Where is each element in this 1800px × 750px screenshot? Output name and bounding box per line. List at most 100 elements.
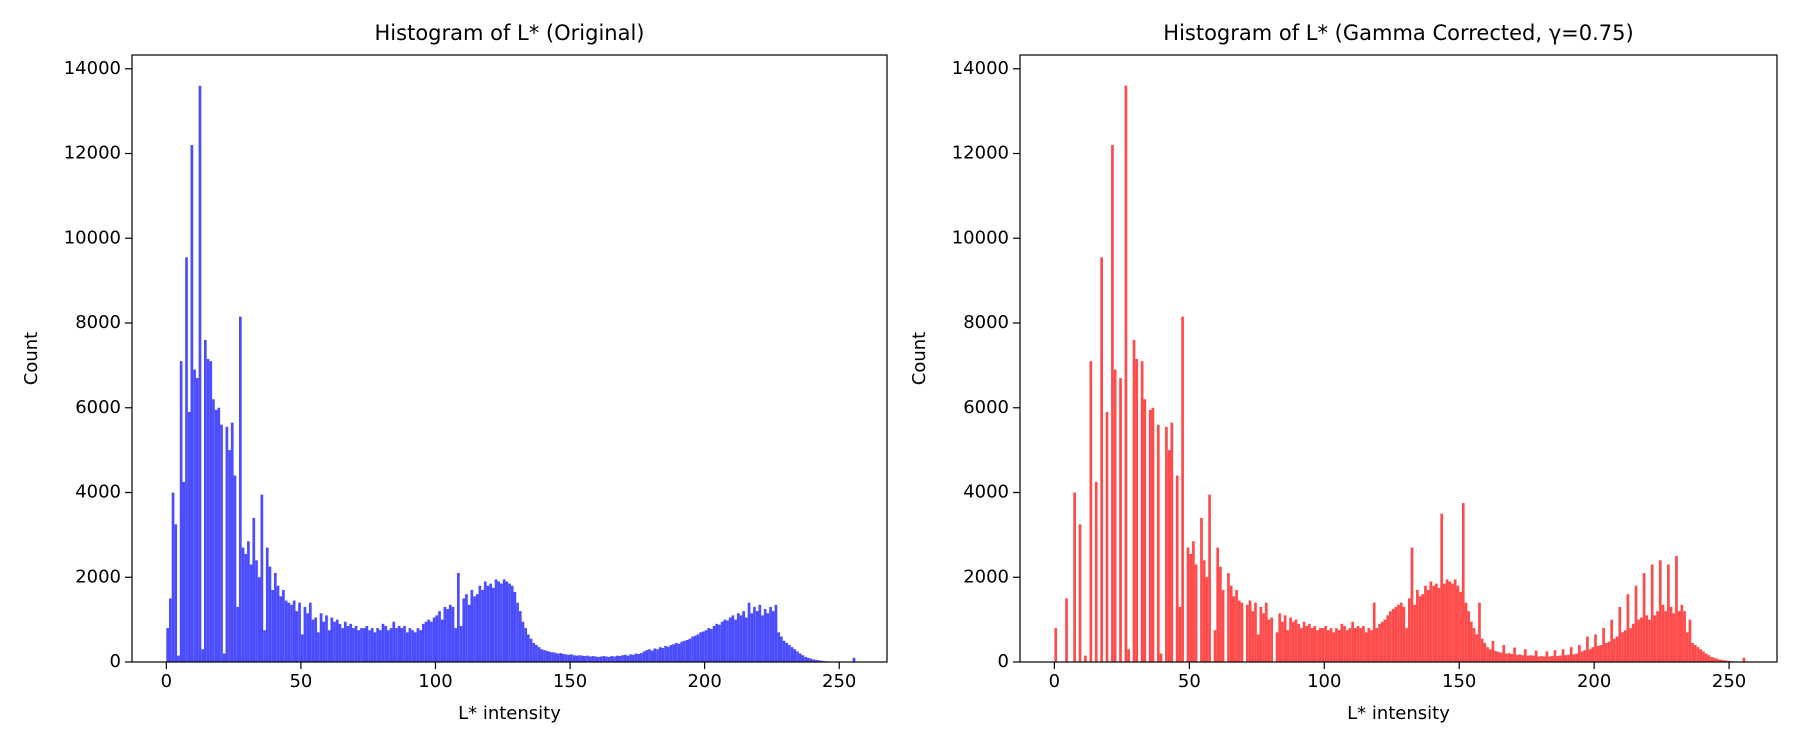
bar bbox=[1278, 613, 1282, 662]
bar bbox=[1113, 369, 1117, 662]
bar bbox=[1229, 585, 1233, 662]
bar bbox=[785, 642, 789, 662]
bar bbox=[1186, 547, 1190, 662]
bar bbox=[1370, 630, 1373, 662]
bar bbox=[185, 257, 188, 662]
bar bbox=[1313, 625, 1317, 662]
bar bbox=[1324, 625, 1327, 662]
bar bbox=[303, 606, 307, 662]
bar bbox=[1664, 611, 1668, 662]
bar bbox=[1410, 547, 1414, 662]
bar bbox=[1156, 424, 1160, 662]
bar bbox=[588, 656, 592, 662]
bar bbox=[742, 611, 746, 662]
bar bbox=[637, 653, 641, 662]
bar bbox=[543, 650, 546, 662]
bar bbox=[1669, 606, 1673, 662]
bar bbox=[341, 628, 344, 662]
bar bbox=[1378, 623, 1381, 662]
x-tick-label: 200 bbox=[687, 671, 721, 692]
bar bbox=[739, 615, 743, 662]
bar bbox=[1213, 630, 1217, 662]
bar bbox=[769, 606, 772, 662]
bar bbox=[1443, 583, 1446, 662]
bar bbox=[1559, 655, 1562, 662]
bar bbox=[526, 634, 530, 662]
bar bbox=[580, 655, 584, 662]
x-tick-label: 150 bbox=[553, 671, 587, 692]
bar bbox=[551, 652, 554, 662]
bar bbox=[1246, 604, 1249, 662]
bar bbox=[1507, 653, 1511, 662]
bar bbox=[1505, 653, 1508, 662]
bar bbox=[1237, 600, 1241, 662]
bar bbox=[244, 553, 248, 662]
bar bbox=[1480, 638, 1484, 662]
y-tick-label: 0 bbox=[998, 651, 1009, 672]
bar bbox=[233, 475, 237, 662]
bar bbox=[1515, 654, 1519, 662]
bar bbox=[553, 652, 557, 662]
bar bbox=[1084, 655, 1087, 662]
axes-frame bbox=[131, 54, 888, 663]
bar bbox=[1634, 585, 1638, 662]
bar bbox=[1208, 494, 1211, 662]
bar bbox=[1413, 604, 1417, 662]
bar bbox=[171, 492, 175, 662]
x-tick-label: 0 bbox=[161, 671, 172, 692]
bar bbox=[1308, 623, 1311, 662]
bar bbox=[454, 628, 458, 662]
bar bbox=[1200, 517, 1203, 662]
bar bbox=[605, 656, 608, 662]
bar bbox=[187, 411, 191, 662]
bar bbox=[1680, 604, 1684, 662]
bar bbox=[814, 659, 818, 662]
bar bbox=[1688, 619, 1692, 662]
bar bbox=[300, 634, 304, 662]
bar bbox=[1248, 600, 1252, 662]
bar bbox=[672, 644, 676, 662]
y-tick-label: 4000 bbox=[963, 482, 1009, 503]
bar bbox=[419, 630, 423, 662]
bar bbox=[1343, 625, 1346, 662]
bar bbox=[745, 617, 748, 662]
bar bbox=[1054, 628, 1058, 662]
bar bbox=[492, 587, 495, 662]
bar bbox=[771, 611, 775, 662]
bar bbox=[510, 585, 514, 662]
x-tick-label: 250 bbox=[1712, 671, 1746, 692]
bar bbox=[780, 636, 783, 662]
bar bbox=[1712, 657, 1716, 662]
bar bbox=[1475, 634, 1479, 662]
x-tick-label: 100 bbox=[418, 671, 452, 692]
bar bbox=[1691, 642, 1695, 662]
bar bbox=[1432, 585, 1435, 662]
bar bbox=[325, 615, 328, 662]
bar bbox=[451, 606, 455, 662]
bar bbox=[1464, 602, 1468, 662]
bar bbox=[1394, 606, 1398, 662]
bar bbox=[1626, 594, 1630, 662]
bar bbox=[564, 654, 568, 662]
bar bbox=[675, 642, 678, 662]
bar bbox=[413, 632, 417, 662]
bar bbox=[1429, 581, 1433, 662]
bar bbox=[416, 628, 420, 662]
bar bbox=[723, 619, 727, 662]
bar bbox=[1351, 621, 1354, 662]
bar bbox=[405, 632, 409, 662]
bar bbox=[201, 649, 205, 662]
bar bbox=[1148, 409, 1152, 662]
bar bbox=[691, 636, 694, 662]
bar bbox=[1586, 636, 1589, 662]
bar bbox=[1232, 596, 1236, 662]
bar bbox=[1421, 594, 1425, 662]
bar bbox=[1529, 655, 1533, 662]
bar bbox=[228, 450, 231, 662]
bar bbox=[483, 581, 487, 662]
bar bbox=[1437, 587, 1441, 662]
bar bbox=[435, 615, 439, 662]
bar bbox=[1591, 647, 1595, 662]
bar bbox=[798, 653, 802, 662]
bar bbox=[1615, 636, 1619, 662]
